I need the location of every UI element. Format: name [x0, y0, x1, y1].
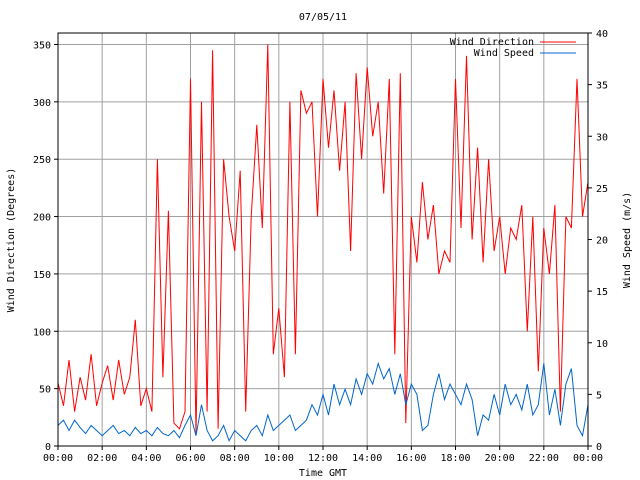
y-axis-label-right: Wind Speed (m/s)	[622, 192, 633, 288]
tick-labels: 00:00 02:00 04:00 06:00 08:00 10:00 12:00 14:00…	[33, 29, 608, 464]
legend-label-speed: Wind Speed	[474, 48, 534, 59]
x-tick-label: 18:00	[440, 453, 470, 464]
y-tick-label-right: 40	[596, 29, 608, 40]
x-tick-label: 10:00	[264, 453, 294, 464]
x-axis-label: Time GMT	[299, 468, 347, 479]
x-tick-label: 16:00	[396, 453, 426, 464]
grid	[58, 33, 588, 446]
x-tick-label: 20:00	[485, 453, 515, 464]
x-tick-label: 06:00	[175, 453, 205, 464]
x-tick-label: 00:00	[43, 453, 73, 464]
y-tick-label-right: 20	[596, 236, 608, 247]
series-line-wind-speed	[57, 361, 589, 443]
x-tick-label: 02:00	[87, 453, 117, 464]
y-tick-label-right: 35	[596, 81, 608, 92]
y-tick-label-right: 10	[596, 339, 608, 350]
x-tick-label: 12:00	[308, 453, 338, 464]
chart-title: 07/05/11	[299, 12, 347, 23]
legend: Wind Direction Wind Speed	[450, 37, 576, 59]
x-tick-label: 04:00	[131, 453, 161, 464]
series-line-wind-direction	[57, 44, 589, 435]
series-layer	[57, 44, 589, 443]
y-tick-label-left: 100	[33, 327, 51, 338]
y-tick-label-right: 25	[596, 184, 608, 195]
y-tick-label-right: 5	[596, 390, 602, 401]
x-tick-label: 00:00	[573, 453, 603, 464]
x-tick-label: 22:00	[529, 453, 559, 464]
y-tick-label-left: 50	[39, 385, 51, 396]
y-tick-label-left: 0	[45, 442, 51, 453]
y-tick-label-left: 200	[33, 213, 51, 224]
x-tick-label: 08:00	[220, 453, 250, 464]
y-tick-label-left: 150	[33, 270, 51, 281]
legend-label-direction: Wind Direction	[450, 37, 534, 48]
y-tick-label-right: 0	[596, 442, 602, 453]
y-tick-label-right: 30	[596, 132, 608, 143]
y-tick-label-left: 350	[33, 40, 51, 51]
y-tick-label-left: 300	[33, 98, 51, 109]
y-tick-label-right: 15	[596, 287, 608, 298]
y-axis-label-left: Wind Direction (Degrees)	[6, 168, 17, 313]
y-tick-label-left: 250	[33, 155, 51, 166]
x-tick-label: 14:00	[352, 453, 382, 464]
